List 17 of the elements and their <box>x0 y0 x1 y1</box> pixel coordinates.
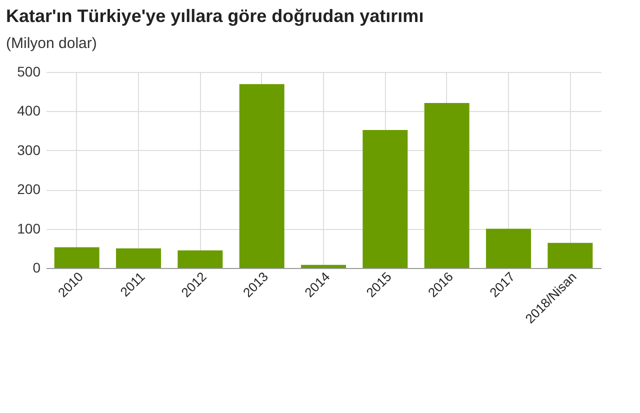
y-tick-label: 400 <box>17 102 41 119</box>
y-tick-label: 0 <box>32 260 41 276</box>
bar <box>548 242 593 268</box>
chart-title: Katar'ın Türkiye'ye yıllara göre doğrudan yatırımı <box>6 6 424 26</box>
chart-subtitle: (Milyon dolar) <box>6 35 97 52</box>
bar <box>116 248 161 268</box>
y-tick-label: 300 <box>17 142 41 158</box>
bar <box>362 130 408 268</box>
y-tick-label: 100 <box>17 220 41 236</box>
bar <box>424 102 470 268</box>
bar <box>239 84 284 268</box>
bar <box>301 264 346 268</box>
y-tick-label: 200 <box>17 181 41 198</box>
bar <box>486 228 531 268</box>
bar <box>178 250 223 268</box>
y-tick-label: 500 <box>17 64 41 80</box>
bar <box>54 247 100 268</box>
